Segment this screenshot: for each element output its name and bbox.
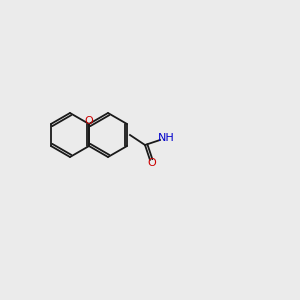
Text: NH: NH [158, 133, 174, 143]
Text: O: O [85, 116, 93, 126]
Text: O: O [148, 158, 156, 168]
